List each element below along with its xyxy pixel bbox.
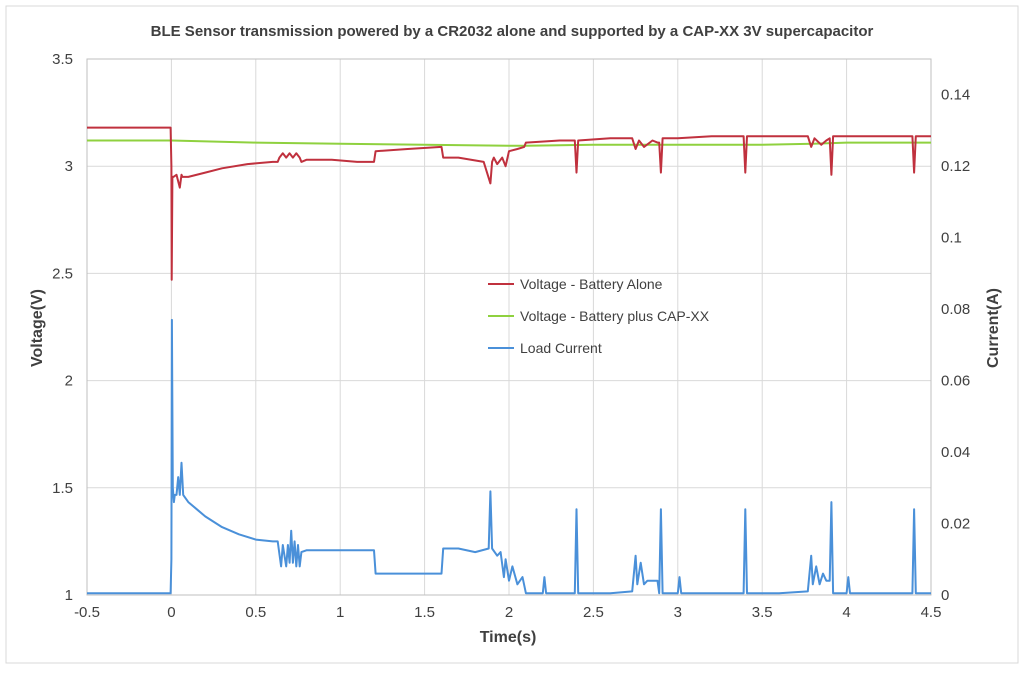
x-axis-title: Time(s) [480, 629, 537, 646]
y-tick-label: 3 [65, 158, 73, 175]
x-tick-label: 1.5 [414, 604, 435, 621]
x-tick-label: 2 [505, 604, 513, 621]
y2-tick-label: 0.08 [941, 301, 970, 318]
series-line-battery-alone [87, 126, 931, 281]
y2-tick-label: 0.1 [941, 230, 962, 247]
y-tick-label: 2 [65, 373, 73, 390]
series-line-load-current [87, 318, 931, 595]
y-tick-label: 2.5 [52, 265, 73, 282]
legend-label-load-current: Load Current [520, 340, 602, 356]
y-tick-label: 1 [65, 587, 73, 604]
x-tick-label: 3 [674, 604, 682, 621]
x-tick-label: 4 [842, 604, 850, 621]
legend-label-battery-alone: Voltage - Battery Alone [520, 276, 663, 292]
y2-tick-label: 0.04 [941, 444, 970, 461]
axes: -0.5 0 0.5 1 1.5 2 2.5 3 3.5 4 4.5 1 1.5 2 2.5 3 3.5 0 0.0… [52, 51, 970, 621]
y-tick-label: 1.5 [52, 480, 73, 497]
y-axis-title: Voltage(V) [29, 289, 46, 367]
x-tick-label: 3.5 [752, 604, 773, 621]
legend-label-battery-capxx: Voltage - Battery plus CAP-XX [520, 308, 710, 324]
chart-frame [5, 5, 1019, 664]
x-tick-label: 0.5 [245, 604, 266, 621]
plot-area-border [86, 58, 932, 596]
y-tick-label: 3.5 [52, 51, 73, 68]
x-tick-label: 4.5 [921, 604, 942, 621]
y2-tick-label: 0.02 [941, 516, 970, 533]
chart-title: BLE Sensor transmission powered by a CR2… [151, 23, 874, 40]
y2-tick-label: 0.12 [941, 158, 970, 175]
legend: Voltage - Battery Alone Voltage - Batter… [488, 276, 710, 356]
x-tick-label: -0.5 [74, 604, 100, 621]
x-tick-label: 0 [167, 604, 175, 621]
x-tick-label: 2.5 [583, 604, 604, 621]
y2-tick-label: 0 [941, 587, 949, 604]
x-tick-label: 1 [336, 604, 344, 621]
series-lines [87, 126, 931, 595]
y2-tick-label: 0.06 [941, 373, 970, 390]
y2-axis-title: Current(A) [985, 288, 1002, 368]
y2-tick-label: 0.14 [941, 87, 970, 104]
